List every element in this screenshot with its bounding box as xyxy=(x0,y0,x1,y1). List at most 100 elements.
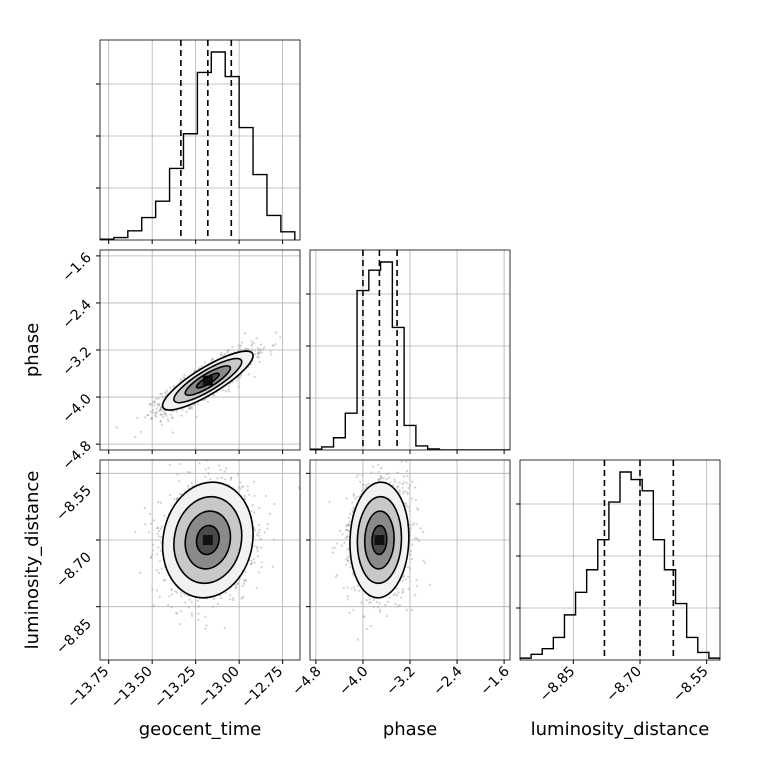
sample-point xyxy=(398,481,401,484)
contour-line xyxy=(363,510,395,570)
sample-point xyxy=(384,603,387,607)
sample-point xyxy=(361,489,364,492)
sample-point xyxy=(239,344,242,347)
sample-point xyxy=(217,464,221,467)
x-axis-label-luminosity_distance: luminosity_distance xyxy=(531,719,710,740)
sample-point xyxy=(397,485,400,488)
x-axis-label-geocent_time: geocent_time xyxy=(139,719,262,740)
sample-point xyxy=(379,474,382,477)
sample-point xyxy=(160,525,163,528)
sample-point xyxy=(414,537,417,540)
sample-point xyxy=(257,351,260,354)
sample-point xyxy=(169,386,172,389)
sample-point xyxy=(258,352,261,355)
sample-point xyxy=(269,350,272,353)
sample-point xyxy=(351,508,354,511)
sample-point xyxy=(160,535,163,539)
sample-point xyxy=(210,359,213,362)
sample-point xyxy=(190,614,194,617)
sample-point xyxy=(227,388,230,391)
sample-point xyxy=(346,528,349,532)
sample-point xyxy=(406,491,409,494)
sample-point xyxy=(190,405,193,408)
y-axis-label-luminosity_distance: luminosity_distance xyxy=(22,471,43,650)
sample-point xyxy=(257,534,260,537)
sample-point xyxy=(402,481,405,484)
sample-point xyxy=(193,370,196,373)
y-tick-label-phase-3: −4.0 xyxy=(59,391,94,426)
x-tick-label-luminosity_distance-1: −8.70 xyxy=(603,664,645,706)
sample-point xyxy=(174,611,178,614)
sample-point xyxy=(179,610,183,613)
sample-point xyxy=(207,466,210,470)
sample-point xyxy=(152,400,155,403)
contour-line xyxy=(195,524,220,556)
sample-point xyxy=(260,351,263,354)
sample-point xyxy=(279,336,282,339)
sample-point xyxy=(249,562,253,566)
sample-point xyxy=(338,530,342,533)
sample-point xyxy=(174,590,177,593)
ticks-layer xyxy=(96,83,708,664)
sample-point xyxy=(207,472,210,475)
sample-point xyxy=(410,497,413,500)
sample-point xyxy=(180,414,183,417)
sample-point xyxy=(398,603,402,607)
sample-point xyxy=(162,579,165,582)
sample-point xyxy=(230,476,233,479)
sample-point xyxy=(155,412,158,415)
sample-point xyxy=(175,410,178,413)
sample-point xyxy=(144,522,147,526)
sample-point xyxy=(197,612,200,615)
sample-point xyxy=(415,578,418,582)
sample-point xyxy=(155,410,158,414)
sample-point xyxy=(405,481,408,484)
sample-point xyxy=(345,497,348,500)
sample-point xyxy=(235,379,238,382)
contour-line xyxy=(184,365,232,397)
sample-point xyxy=(400,596,403,599)
sample-point xyxy=(236,582,239,585)
sample-point xyxy=(256,356,259,359)
sample-point xyxy=(149,556,153,559)
sample-point xyxy=(219,468,222,472)
sample-point xyxy=(176,497,179,500)
y-axis-label-phase: phase xyxy=(22,323,43,377)
sample-point xyxy=(298,486,300,489)
sample-point xyxy=(188,471,191,474)
sample-point xyxy=(331,546,334,550)
sample-point xyxy=(369,601,372,604)
sample-point xyxy=(376,478,380,481)
sample-point xyxy=(409,553,412,556)
sample-point xyxy=(166,417,170,421)
sample-point xyxy=(251,343,254,346)
sample-point xyxy=(223,353,226,356)
sample-point xyxy=(148,402,151,406)
sample-point xyxy=(240,373,243,377)
sample-point xyxy=(146,413,149,417)
sample-point xyxy=(258,528,261,531)
quantiles-luminosity_distance xyxy=(603,460,675,660)
histogram-luminosity_distance xyxy=(520,471,720,660)
contour-line xyxy=(356,495,403,585)
sample-point xyxy=(159,408,162,412)
sample-point xyxy=(164,391,167,394)
sample-point xyxy=(414,498,418,501)
sample-point xyxy=(139,571,142,574)
sample-point xyxy=(199,451,201,453)
sample-point xyxy=(417,539,421,542)
sample-point xyxy=(393,592,397,595)
sample-point xyxy=(401,590,404,593)
sample-point xyxy=(161,415,165,418)
sample-point xyxy=(171,417,174,420)
sample-point xyxy=(271,344,274,347)
contours-luminosity_distance-vs-geocent_time xyxy=(161,481,254,599)
sample-point xyxy=(162,410,165,413)
sample-point xyxy=(224,478,227,481)
sample-point xyxy=(158,595,161,598)
sample-point xyxy=(151,553,154,556)
sample-point xyxy=(180,591,183,594)
sample-point xyxy=(185,410,188,413)
contours-phase-vs-geocent_time xyxy=(161,350,254,411)
sample-point xyxy=(211,358,215,361)
